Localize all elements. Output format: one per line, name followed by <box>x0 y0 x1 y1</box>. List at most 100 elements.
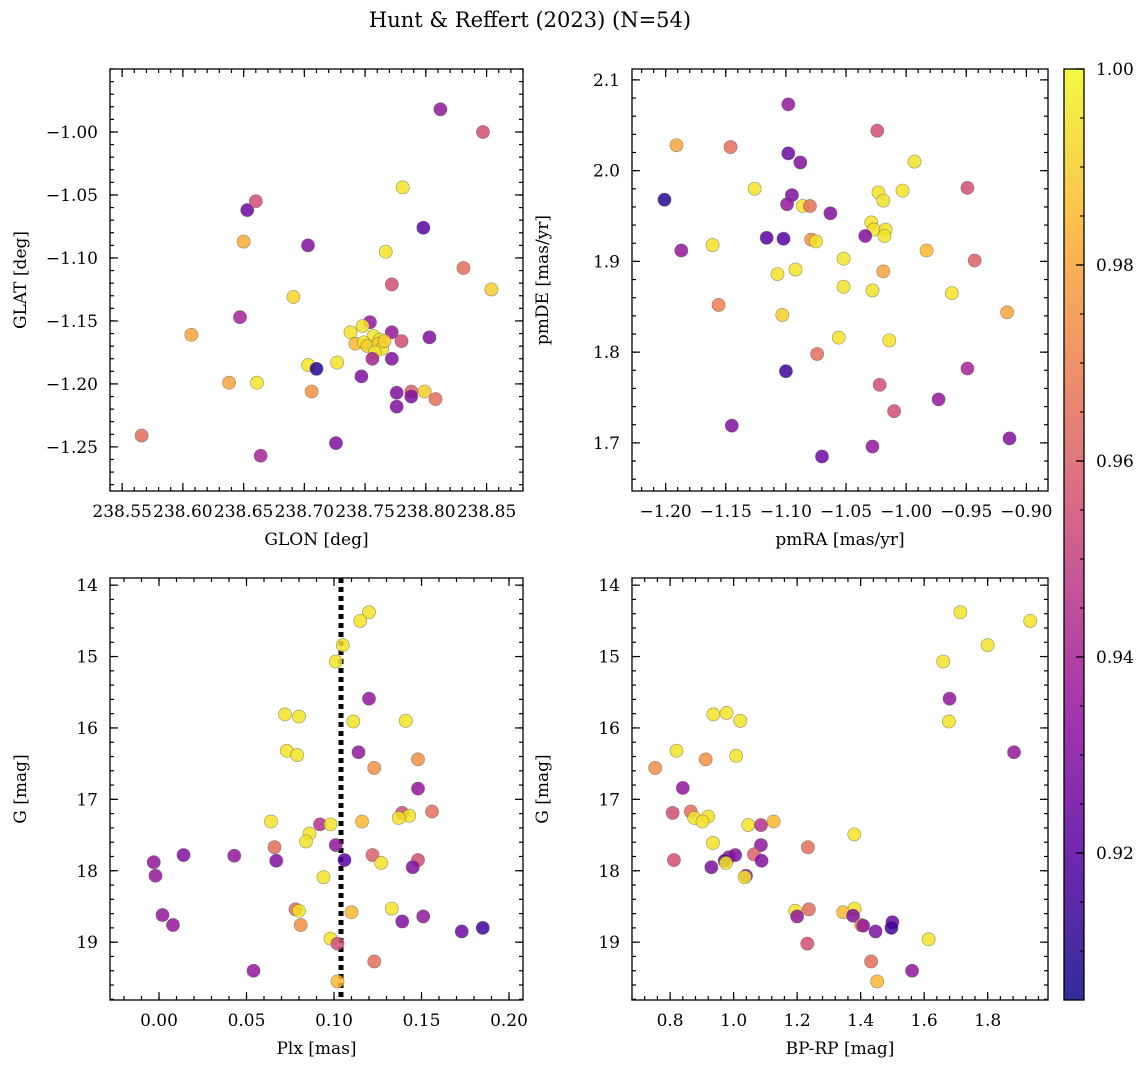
data-point <box>921 932 936 947</box>
y-tick-label: 18 <box>598 862 620 882</box>
data-point <box>344 905 359 920</box>
data-point <box>706 836 720 850</box>
data-point <box>665 806 680 820</box>
panel-bprp-g: 0.8 1.0 1.2 1.4 1.6 1.8 14 15 16 17 18 19 BP-RP [mag… <box>533 576 1049 1059</box>
data-point <box>384 351 399 366</box>
data-point <box>330 355 345 370</box>
data-point <box>299 834 313 849</box>
data-point <box>815 449 829 464</box>
data-point <box>405 860 420 875</box>
data-point <box>292 903 306 918</box>
y-tick-label: 1.8 <box>593 343 620 363</box>
y-axis-label: G [mag] <box>533 754 553 823</box>
y-tick-label: 2.0 <box>593 162 620 182</box>
data-point <box>801 902 816 917</box>
data-point <box>741 818 756 832</box>
data-point <box>705 238 720 252</box>
data-point <box>723 140 738 154</box>
y-tick-label: −1.20 <box>46 375 98 395</box>
data-point <box>781 146 796 161</box>
data-point <box>240 203 255 217</box>
plot-frame <box>631 68 1049 492</box>
colorbar-tick-label: 1.00 <box>1096 60 1134 80</box>
x-tick-label: −1.20 <box>640 502 692 522</box>
data-point <box>865 283 880 298</box>
data-point <box>846 908 860 923</box>
data-point <box>378 244 393 259</box>
data-point <box>323 817 338 832</box>
data-point <box>793 155 808 170</box>
x-tick-label: −1.00 <box>880 502 932 522</box>
x-tick-label: 1.4 <box>847 1011 874 1031</box>
data-point <box>919 243 934 258</box>
data-point <box>967 253 982 268</box>
data-point <box>775 308 790 322</box>
data-point <box>800 936 815 951</box>
x-axis-label: pmRA [mas/yr] <box>775 530 904 550</box>
data-point <box>184 327 199 342</box>
data-point <box>394 334 409 348</box>
x-tick-label: 0.20 <box>490 1011 528 1031</box>
data-point <box>222 375 236 390</box>
data-point <box>236 234 251 249</box>
y-tick-label: 15 <box>598 648 620 668</box>
data-point <box>395 180 410 195</box>
x-tick-label: 0.15 <box>403 1011 441 1031</box>
colorbar-tick-label: 0.92 <box>1096 844 1134 864</box>
y-axis-label: GLAT [deg] <box>11 231 31 329</box>
data-point <box>960 361 975 376</box>
data-point <box>330 936 345 951</box>
data-point <box>248 194 263 209</box>
y-tick-label: 2.1 <box>593 71 620 91</box>
data-point <box>884 920 899 935</box>
data-point <box>367 761 382 775</box>
data-point <box>269 853 284 868</box>
data-point <box>803 199 817 213</box>
data-point <box>428 392 443 406</box>
data-point <box>374 856 389 870</box>
y-tick-label: 16 <box>598 719 620 739</box>
data-point <box>648 761 663 775</box>
x-tick-label: 1.6 <box>911 1011 938 1031</box>
data-point <box>823 206 838 221</box>
data-point <box>667 853 681 867</box>
data-point <box>754 838 768 852</box>
y-tick-label: 17 <box>76 790 98 810</box>
data-point <box>330 974 345 989</box>
panel-glon-glat: 238.55 238.60 238.65 238.70 238.75 238.80 238.… <box>11 68 524 550</box>
data-point <box>389 385 404 400</box>
data-point <box>809 234 823 249</box>
data-point <box>416 909 431 924</box>
data-point <box>953 605 968 620</box>
y-tick-label: 16 <box>76 719 98 739</box>
data-point <box>433 102 448 117</box>
y-tick-label: 14 <box>76 576 98 596</box>
data-point <box>267 840 282 855</box>
points <box>648 605 1038 989</box>
y-tick-label: −1.05 <box>46 186 98 206</box>
data-point <box>253 448 268 463</box>
data-point <box>876 193 891 208</box>
data-point <box>146 855 161 870</box>
data-point <box>411 752 425 767</box>
data-point <box>781 97 796 112</box>
data-point <box>706 707 721 722</box>
data-point <box>698 752 713 767</box>
x-tick-label: 1.8 <box>974 1011 1001 1031</box>
data-point <box>895 183 910 198</box>
x-tick-label: −1.10 <box>760 502 812 522</box>
colorbar-tick-label: 0.98 <box>1096 256 1134 276</box>
data-point <box>286 290 301 304</box>
data-point <box>233 310 247 325</box>
data-point <box>337 853 352 867</box>
data-point <box>367 954 382 969</box>
x-tick-label: 1.0 <box>720 1011 747 1031</box>
data-point <box>346 714 361 729</box>
y-tick-label: 18 <box>76 862 98 882</box>
x-tick-label: 238.60 <box>153 502 212 522</box>
data-point <box>960 180 975 195</box>
data-point <box>411 781 425 796</box>
data-point <box>754 853 769 868</box>
x-tick-label: 0.00 <box>140 1011 178 1031</box>
